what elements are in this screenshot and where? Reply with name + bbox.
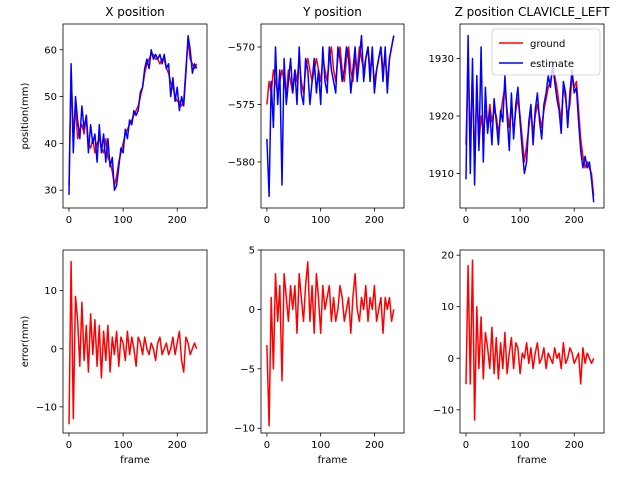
panel-z-error: 0 100 200 −10 0 10 20 frame — [433, 249, 605, 466]
x-tick-label: 200 — [168, 215, 187, 226]
series-line-error-x-error — [68, 260, 198, 425]
x-tick-label: 100 — [311, 440, 330, 451]
y-tick-label: 0 — [448, 354, 454, 365]
x-axis-label: frame — [318, 455, 348, 466]
series-line-error-y-error — [266, 261, 395, 427]
series-line-ground-z-position — [465, 57, 595, 197]
y-tick-label: −10 — [36, 402, 57, 413]
x-tick-label: 0 — [264, 215, 270, 226]
panel-y-error: 0 100 200 −10 −5 0 5 frame — [234, 246, 405, 466]
panel-title: Z position CLAVICLE_LEFT — [455, 5, 611, 19]
series-line-estimate-y-position — [266, 34, 395, 198]
panel-z-position: 0 100 200 1910 1920 1930 Z position CLAVICLE_L… — [429, 5, 611, 226]
x-tick-label: 200 — [365, 440, 384, 451]
axes-frame — [62, 23, 208, 209]
y-tick-label: −580 — [228, 158, 255, 169]
x-tick-label: 100 — [114, 440, 133, 451]
x-tick-label: 0 — [463, 440, 469, 451]
x-tick-label: 200 — [168, 440, 187, 451]
y-tick-label: 50 — [44, 92, 57, 103]
panel-y-position: 0 100 200 −580 −575 −570 Y position — [228, 5, 405, 226]
x-tick-label: 0 — [463, 215, 469, 226]
y-tick-label: 1930 — [429, 54, 454, 65]
x-tick-label: 100 — [114, 215, 133, 226]
y-tick-label: 5 — [249, 246, 255, 257]
panel-x-position: 0 100 200 30 40 50 60 X position position(mm) — [20, 5, 208, 226]
y-tick-label: 1910 — [429, 169, 454, 180]
y-tick-label: −10 — [433, 405, 454, 416]
y-tick-label: −570 — [228, 43, 255, 54]
y-tick-label: −10 — [234, 424, 255, 435]
axes-frame — [260, 249, 405, 434]
series-line-error-z-error — [465, 259, 595, 421]
panel-title: Y position — [302, 5, 362, 19]
x-tick-label: 0 — [66, 440, 72, 451]
x-tick-label: 100 — [511, 215, 530, 226]
y-tick-label: 0 — [249, 305, 255, 316]
x-tick-label: 100 — [311, 215, 330, 226]
y-tick-label: 20 — [441, 251, 454, 262]
x-axis-label: frame — [517, 455, 547, 466]
y-tick-label: 30 — [44, 186, 57, 197]
y-tick-label: −575 — [228, 100, 255, 111]
y-tick-label: 1920 — [429, 112, 454, 123]
x-tick-label: 0 — [66, 215, 72, 226]
legend-label-estimate: estimate — [530, 59, 574, 70]
y-tick-label: −5 — [240, 364, 255, 375]
y-axis-label: error(mm) — [20, 316, 31, 368]
y-tick-label: 60 — [44, 45, 57, 56]
panel-title: X position — [105, 5, 165, 19]
y-tick-label: 40 — [44, 139, 57, 150]
x-axis-label: frame — [120, 455, 150, 466]
axes-frame — [62, 249, 208, 434]
legend: ground estimate — [491, 28, 601, 76]
y-tick-label: 10 — [441, 302, 454, 313]
legend-label-ground: ground — [530, 39, 565, 50]
x-tick-label: 0 — [264, 440, 270, 451]
y-tick-label: 10 — [44, 286, 57, 297]
panel-x-error: 0 100 200 −10 0 10 frame error(mm) — [20, 249, 208, 466]
x-tick-label: 200 — [565, 440, 584, 451]
series-line-estimate-x-position — [68, 34, 198, 195]
x-tick-label: 200 — [365, 215, 384, 226]
y-tick-label: 0 — [51, 344, 57, 355]
axes-frame — [459, 249, 605, 434]
x-tick-label: 100 — [511, 440, 530, 451]
axes-frame — [260, 23, 405, 209]
x-tick-label: 200 — [565, 215, 584, 226]
y-axis-label: position(mm) — [20, 82, 31, 149]
